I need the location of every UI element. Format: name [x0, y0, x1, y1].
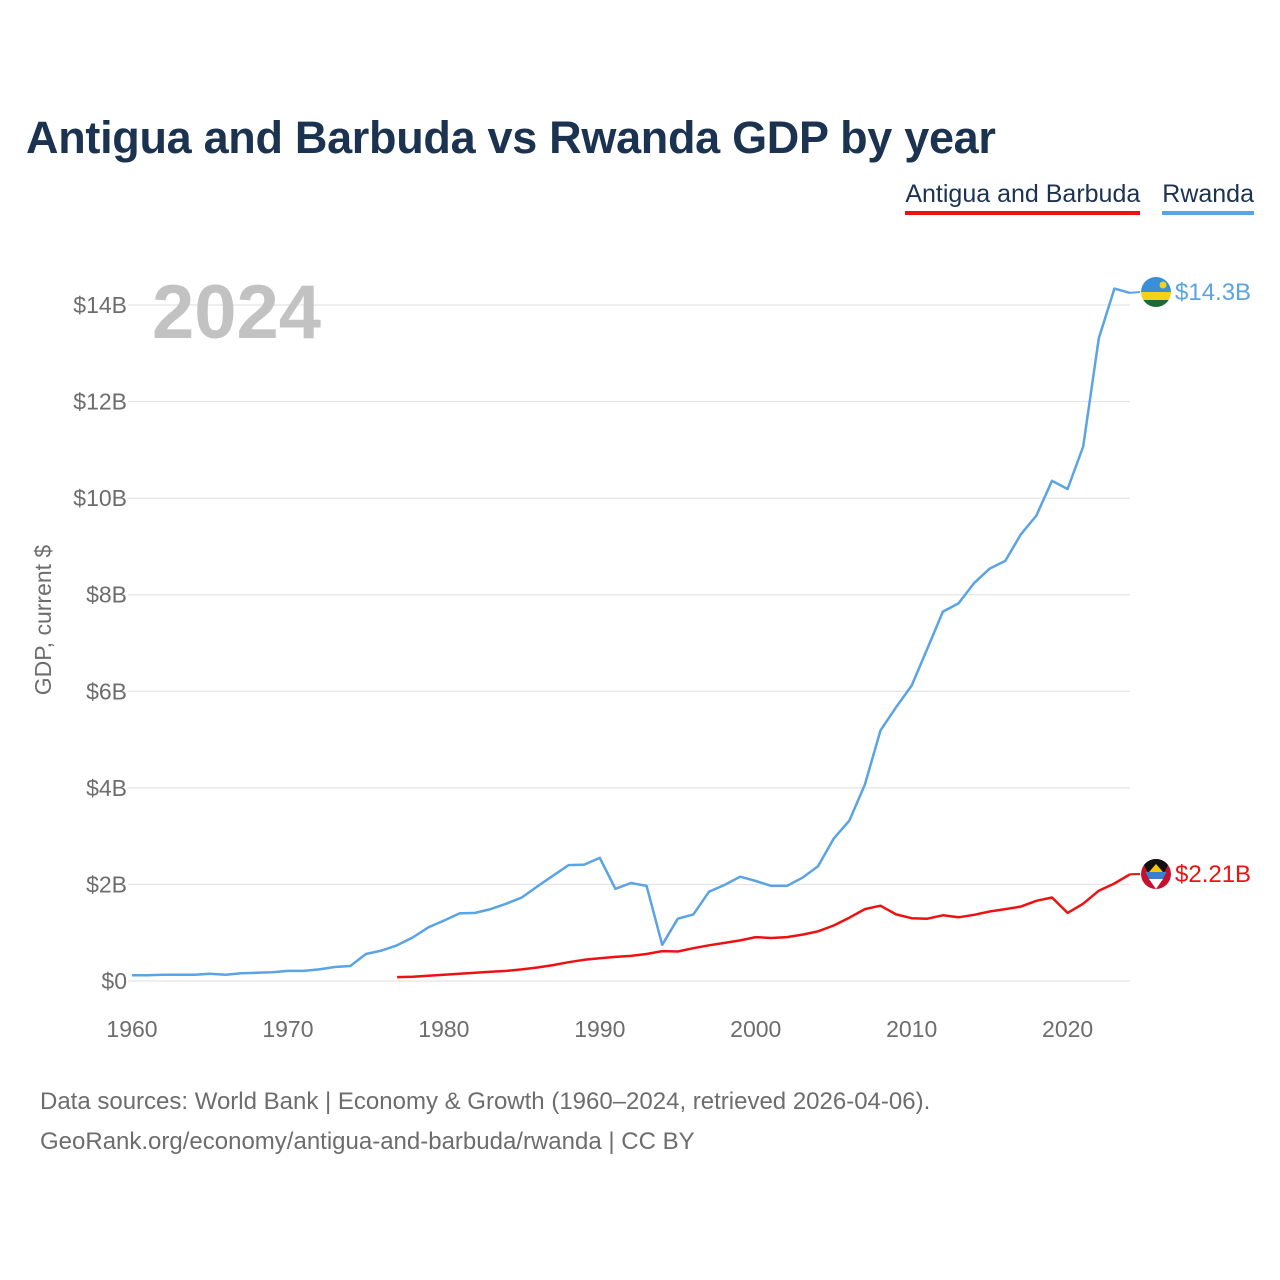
- rwanda-flag-icon: [1141, 277, 1171, 307]
- x-tick-label: 2000: [730, 1016, 781, 1042]
- end-value-label-antigua-and-barbuda: $2.21B: [1175, 861, 1251, 888]
- chart-title: Antigua and Barbuda vs Rwanda GDP by yea…: [26, 112, 996, 163]
- footer: Data sources: World Bank | Economy & Gro…: [40, 1082, 930, 1162]
- legend-item-rwanda[interactable]: Rwanda: [1162, 180, 1254, 215]
- chart-plot: 2024 GDP, current $ $0 $2B $4B $6B $8B $10B $1…: [30, 270, 1251, 1042]
- x-tick-label: 2010: [886, 1016, 937, 1042]
- y-tick-label: $12B: [73, 389, 127, 415]
- y-axis-label: GDP, current $: [30, 545, 56, 696]
- end-connector-rwanda: [1129, 291, 1141, 294]
- x-tick-label: 1960: [106, 1016, 157, 1042]
- y-tick-label: $6B: [86, 678, 127, 704]
- y-tick-label: $4B: [86, 775, 127, 801]
- legend: Antigua and Barbuda Rwanda: [905, 180, 1254, 215]
- series-line-antigua-and-barbuda: [397, 873, 1131, 979]
- y-tick-label: $14B: [73, 292, 127, 318]
- year-watermark: 2024: [152, 270, 321, 355]
- antigua-flag-icon: [1141, 859, 1171, 889]
- end-value-label-rwanda: $14.3B: [1175, 279, 1251, 306]
- x-tick-label: 1980: [418, 1016, 469, 1042]
- footer-link[interactable]: GeoRank.org/economy/antigua-and-barbuda/…: [40, 1128, 695, 1155]
- footer-sources: Data sources: World Bank | Economy & Gro…: [40, 1088, 931, 1115]
- y-tick-label: $8B: [86, 582, 127, 608]
- y-tick-label: $0: [101, 968, 127, 994]
- x-tick-label: 1990: [574, 1016, 625, 1042]
- x-tick-label: 1970: [262, 1016, 313, 1042]
- y-tick-label: $2B: [86, 871, 127, 897]
- y-tick-label: $10B: [73, 485, 127, 511]
- x-tick-label: 2020: [1042, 1016, 1093, 1042]
- series-line-rwanda: [132, 287, 1131, 977]
- legend-item-antigua-and-barbuda[interactable]: Antigua and Barbuda: [905, 180, 1141, 215]
